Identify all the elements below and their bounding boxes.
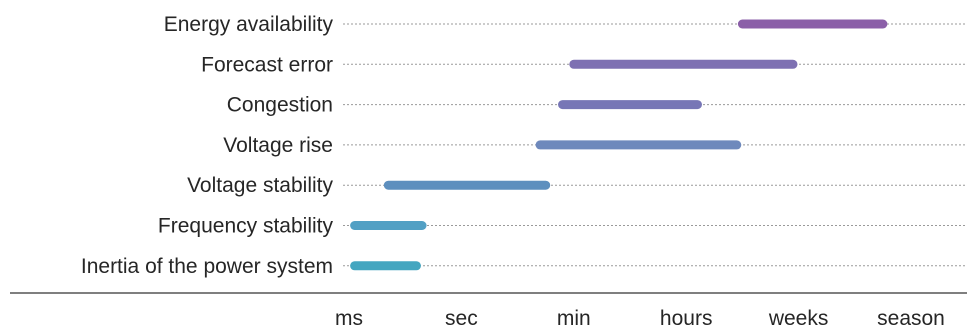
row-label: Energy availability: [164, 13, 334, 36]
row-label: Congestion: [227, 94, 333, 117]
row-5: Frequency stability: [158, 215, 965, 238]
row-label: Frequency stability: [158, 215, 334, 238]
row-1: Forecast error: [201, 53, 965, 76]
rows-layer: Energy availability Forecast error Congest…: [81, 13, 965, 278]
x-tick-label: min: [557, 307, 591, 330]
row-0: Energy availability: [164, 13, 965, 36]
x-tick-label: season: [877, 307, 945, 330]
row-3: Voltage rise: [223, 134, 965, 157]
row-6: Inertia of the power system: [81, 255, 965, 278]
row-label: Voltage stability: [187, 174, 333, 197]
x-tick-label: ms: [335, 307, 363, 330]
row-2: Congestion: [227, 94, 965, 117]
x-ticks-layer: ms sec min hours weeks season: [335, 307, 945, 330]
row-label: Inertia of the power system: [81, 255, 333, 278]
x-tick-label: hours: [660, 307, 713, 330]
row-label: Forecast error: [201, 53, 333, 76]
row-4: Voltage stability: [187, 174, 965, 197]
row-label: Voltage rise: [223, 134, 333, 157]
x-tick-label: sec: [445, 307, 478, 330]
x-tick-label: weeks: [768, 307, 829, 330]
